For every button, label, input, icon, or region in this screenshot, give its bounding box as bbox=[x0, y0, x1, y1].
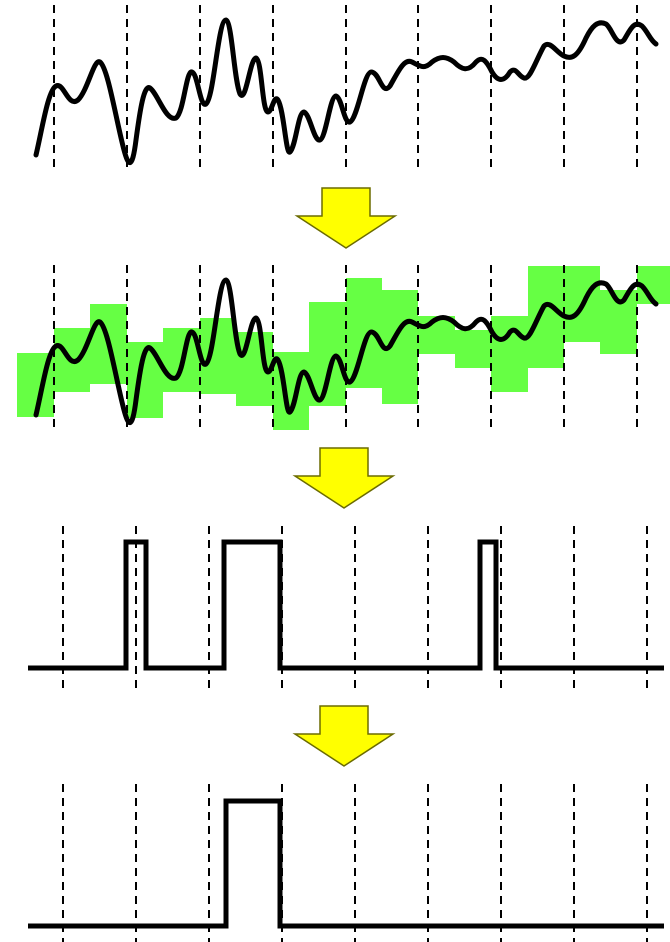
guide-lines bbox=[62, 784, 648, 942]
guide-lines bbox=[62, 526, 648, 688]
binary-pulse-train bbox=[28, 539, 664, 671]
step-band bbox=[17, 266, 670, 430]
noisy-signal bbox=[33, 277, 659, 426]
down-arrow-1 bbox=[294, 187, 398, 249]
panel-signal-with-band bbox=[17, 265, 670, 430]
binary-pulse-train bbox=[28, 798, 664, 929]
down-arrow-2 bbox=[292, 447, 396, 509]
guide-lines bbox=[53, 5, 638, 168]
panel-filtered-pulse bbox=[28, 784, 664, 942]
down-arrow-3 bbox=[292, 705, 396, 767]
noisy-signal bbox=[33, 17, 659, 166]
panel-detected-pulses bbox=[28, 526, 664, 688]
panel-raw-signal bbox=[33, 5, 659, 168]
